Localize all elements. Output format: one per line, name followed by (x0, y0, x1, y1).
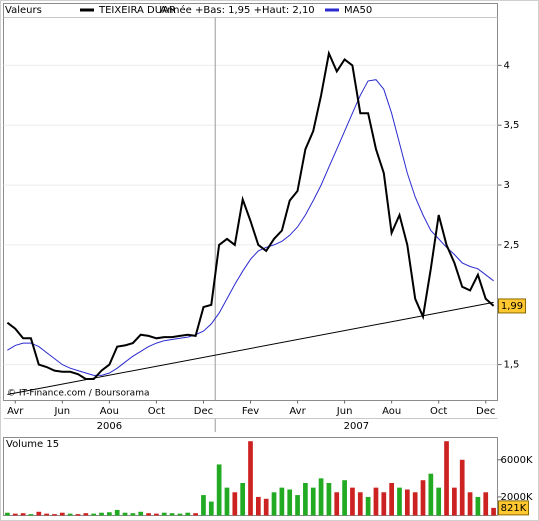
volume-bar (52, 514, 57, 516)
volume-bar (91, 513, 97, 516)
volume-bar (318, 478, 324, 516)
last-value-label: 821K (501, 503, 527, 514)
x-tick-label: Jun (53, 406, 70, 417)
y-tick-label: 2,5 (504, 240, 520, 251)
volume-bar (263, 498, 269, 516)
x-tick-label: Avr (7, 406, 24, 417)
volume-bar (287, 489, 293, 516)
year-label: 2006 (97, 421, 122, 432)
volume-bar (208, 501, 214, 516)
volume-bar (334, 492, 340, 516)
volume-bar (201, 495, 206, 516)
subtitle: Année +Bas: 1,95 +Haut: 2,10 (160, 4, 315, 16)
y-tick-label: 3 (504, 180, 510, 191)
volume-bar (169, 513, 175, 516)
legend-label: MA50 (344, 5, 372, 16)
volume-bar (483, 492, 489, 516)
volume-bar (36, 511, 42, 516)
volume-bar (177, 513, 183, 516)
volume-bar (161, 512, 167, 516)
volume-bar (83, 513, 89, 516)
last-value-box (498, 298, 526, 314)
x-tick-label: Avr (289, 406, 306, 417)
volume-bar (224, 487, 230, 516)
volume-bar (5, 512, 10, 516)
trendline (7, 301, 494, 396)
volume-bar (389, 483, 394, 516)
volume-bar (381, 492, 387, 516)
volume-bar (326, 483, 332, 516)
volume-bar (452, 487, 457, 516)
last-value-label: 1,99 (501, 301, 523, 312)
volume-bar (130, 513, 136, 516)
x-tick-label: Oct (430, 406, 447, 417)
x-tick-label: Dec (194, 406, 213, 417)
x-tick-label: Aou (382, 406, 401, 417)
x-tick-label: Jun (336, 406, 353, 417)
volume-bar (240, 483, 246, 516)
y-tick-label: 6000K (501, 455, 533, 466)
volume-bar (491, 507, 496, 516)
price-panel (3, 3, 498, 401)
legend-label: TEIXEIRA DUAR (98, 5, 176, 16)
volume-bar (357, 492, 363, 516)
volume-bar (44, 513, 49, 516)
volume-bar (75, 514, 81, 516)
year-label: 2007 (344, 421, 369, 432)
y-tick-label: 4 (504, 60, 510, 71)
volume-bar (138, 511, 144, 516)
volume-bar (404, 489, 410, 516)
volume-bar (467, 492, 473, 516)
volume-bar (185, 512, 191, 516)
volume-bar (365, 496, 371, 516)
volume-bar (216, 464, 222, 516)
volume-bar (303, 483, 308, 516)
watermark: © IT-Finance.com / Boursorama (7, 389, 149, 399)
volume-bar (459, 459, 465, 516)
volume-bar (232, 492, 238, 516)
volume-bar (154, 513, 159, 516)
volume-bar (28, 514, 34, 516)
volume-bar (146, 513, 151, 516)
y-tick-label: 1,5 (504, 360, 520, 371)
volume-bar (99, 512, 104, 516)
volume-bar (107, 512, 112, 516)
volume-bar (475, 496, 481, 516)
legend-title: Valeurs (5, 5, 42, 16)
x-tick-label: Fev (242, 406, 259, 417)
price-line (7, 79, 494, 376)
volume-bar (428, 473, 434, 516)
volume-bar (444, 441, 449, 516)
y-tick-label: 2000K (501, 492, 533, 503)
volume-bar (12, 513, 18, 516)
x-tick-label: Oct (148, 406, 165, 417)
volume-bar (420, 480, 426, 516)
volume-bar (412, 492, 418, 516)
volume-bar (59, 512, 65, 516)
volume-bar (373, 487, 379, 516)
y-tick-label: 3,5 (504, 120, 520, 131)
volume-bar (255, 496, 261, 516)
volume-bar (193, 513, 198, 516)
volume-bar (342, 480, 347, 516)
last-value-box (498, 500, 529, 516)
volume-bar (350, 487, 355, 516)
volume-bar (20, 513, 26, 516)
volume-bar (310, 487, 316, 516)
volume-bar (114, 509, 120, 516)
x-tick-label: Aou (100, 406, 119, 417)
volume-bar (67, 513, 73, 516)
volume-bar (397, 487, 402, 516)
volume-bar (436, 487, 442, 516)
volume-bar (279, 487, 285, 516)
x-tick-label: Dec (476, 406, 495, 417)
volume-bar (271, 492, 277, 516)
volume-title: Volume 15 (6, 439, 59, 450)
volume-bar (295, 495, 300, 516)
volume-bar (122, 512, 128, 516)
volume-bar (248, 441, 253, 516)
